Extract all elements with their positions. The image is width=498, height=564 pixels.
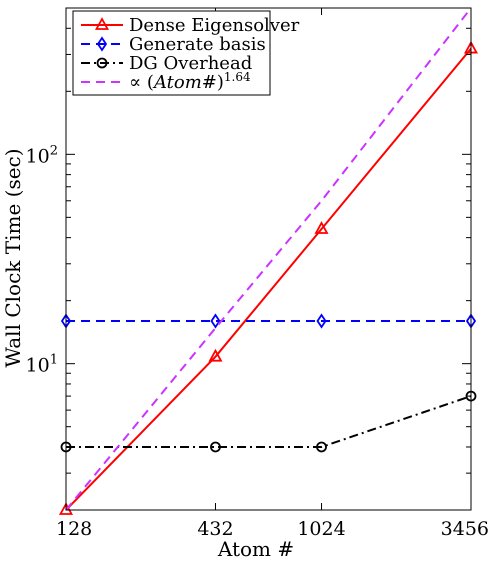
data-point-1-2 xyxy=(316,313,327,329)
x-tick-label-1: 432 xyxy=(197,518,233,540)
legend-label-3: ∝ (Atom#)1.64 xyxy=(129,70,251,93)
legend-marker-0 xyxy=(94,17,110,30)
y-axis-label: Wall Clock Time (sec) xyxy=(1,148,25,367)
axes: 128 432 1024 3456 101 102 xyxy=(26,7,489,540)
x-axis-label: Atom # xyxy=(217,537,294,561)
data-point-2-2 xyxy=(316,441,327,453)
x-tick-label-3: 3456 xyxy=(441,518,489,540)
data-point-0-1 xyxy=(208,348,223,362)
legend-label-2: DG Overhead xyxy=(129,53,252,74)
legend-marker-1 xyxy=(96,36,108,52)
series-3 xyxy=(65,7,472,511)
series-0 xyxy=(58,40,479,515)
y-tick-label-1: 102 xyxy=(26,143,58,167)
x-tick-label-2: 1024 xyxy=(297,518,345,540)
legend-label-0: Dense Eigensolver xyxy=(129,15,300,36)
data-point-1-1 xyxy=(210,313,221,329)
x-tick-label-0: 128 xyxy=(56,518,92,540)
series-line-3 xyxy=(65,7,472,511)
legend-marker-2 xyxy=(96,57,108,69)
y-tick-label-0: 101 xyxy=(26,353,58,377)
data-point-0-2 xyxy=(314,221,329,234)
series-line-0 xyxy=(65,47,472,511)
legend-label-1: Generate basis xyxy=(129,34,266,55)
data-point-0-0 xyxy=(58,502,74,515)
axes-frame xyxy=(65,7,472,511)
data-point-2-1 xyxy=(210,441,221,453)
